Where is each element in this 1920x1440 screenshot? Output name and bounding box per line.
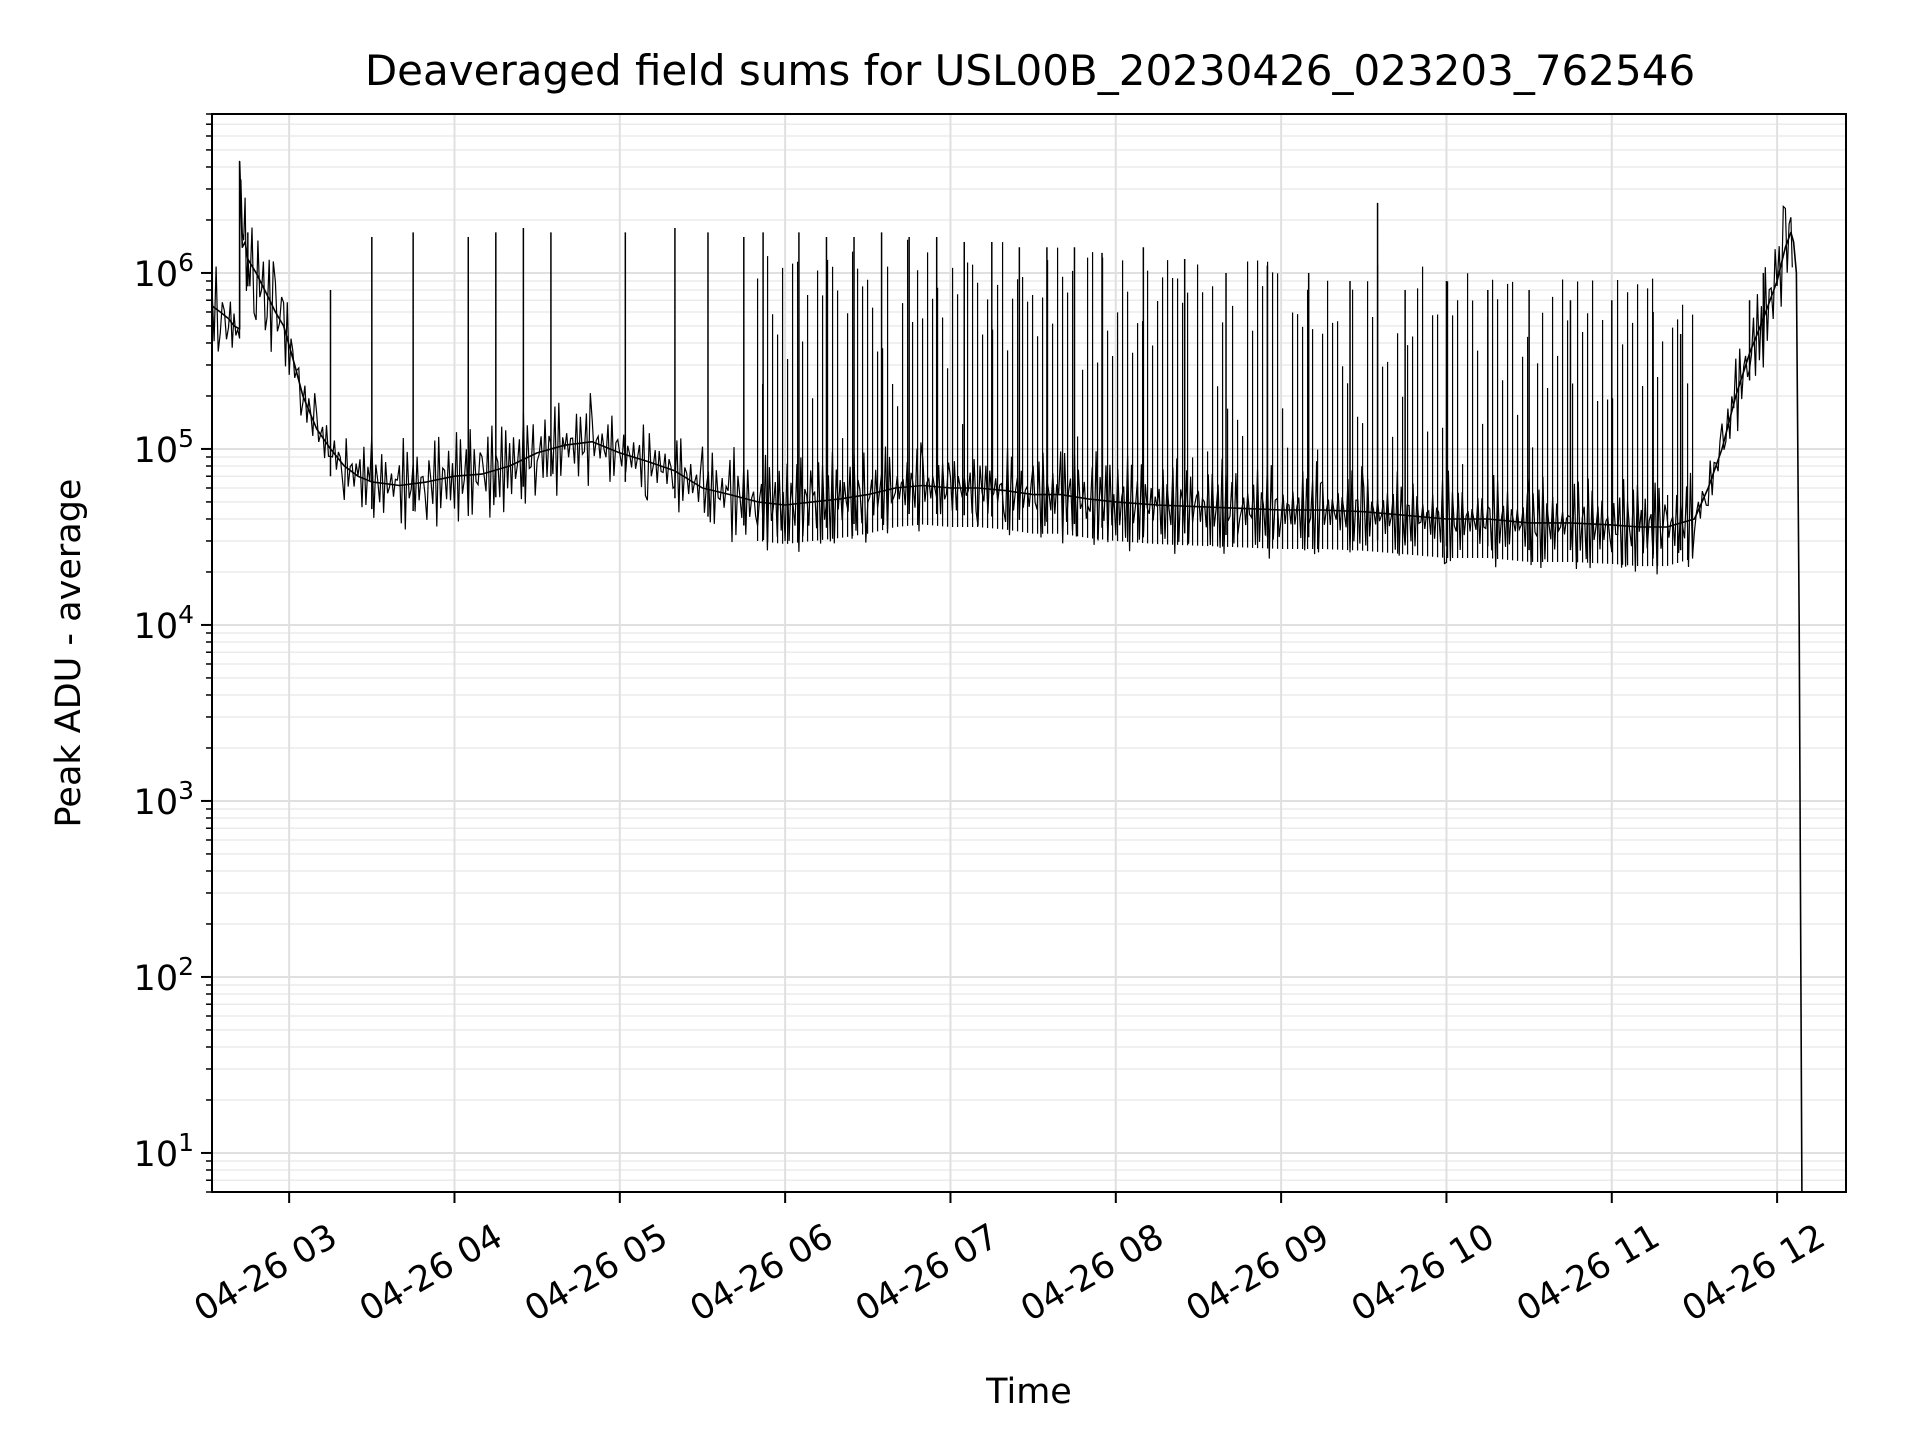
y-tick-label: 105 bbox=[134, 424, 194, 471]
y-tick-label: 104 bbox=[134, 600, 194, 647]
y-axis-label: Peak ADU - average bbox=[49, 479, 89, 828]
y-axis: 101 102 103 104 105 106 bbox=[134, 113, 212, 1193]
y-tick-label: 103 bbox=[134, 776, 194, 823]
y-tick-label: 106 bbox=[134, 248, 194, 295]
y-tick-label: 101 bbox=[134, 1128, 194, 1175]
chart-title: Deaveraged field sums for USL00B_2023042… bbox=[365, 46, 1695, 95]
plot-frame bbox=[211, 113, 1847, 1193]
y-tick-label: 102 bbox=[134, 952, 194, 999]
minor-grid bbox=[212, 113, 1846, 1193]
plot-area bbox=[212, 160, 1803, 1192]
major-grid bbox=[212, 114, 1846, 1192]
x-axis-label: Time bbox=[985, 1372, 1072, 1412]
